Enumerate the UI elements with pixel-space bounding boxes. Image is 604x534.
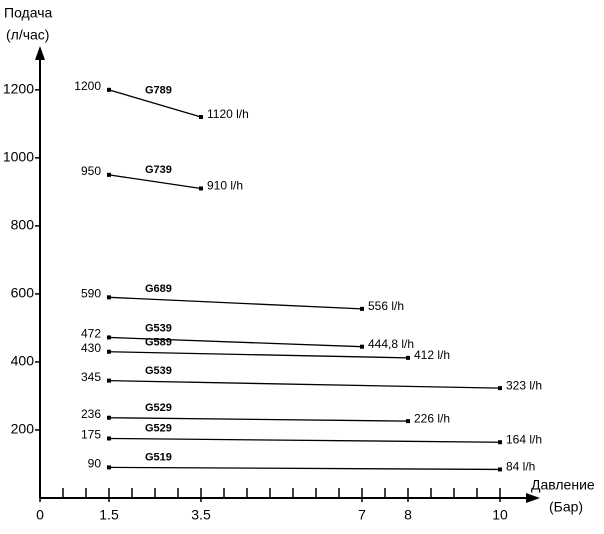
start-label: 950 <box>81 164 101 178</box>
end-label: 84 l/h <box>506 460 535 474</box>
y-tick-label: 600 <box>11 285 35 301</box>
y-axis-arrow <box>35 46 45 60</box>
point <box>107 415 111 420</box>
series-name: G589 <box>145 336 172 348</box>
start-label: 472 <box>81 327 101 341</box>
start-label: 236 <box>81 407 101 421</box>
series-name: G689 <box>145 283 172 295</box>
point <box>107 335 111 340</box>
series-line <box>108 417 409 422</box>
point <box>498 440 502 445</box>
series-line <box>108 437 501 443</box>
point <box>107 349 111 354</box>
y-tick-label: 800 <box>11 217 35 233</box>
x-tick-label: 3.5 <box>191 507 211 523</box>
start-label: 1200 <box>74 79 101 93</box>
x-tick-label: 1.5 <box>99 507 119 523</box>
point <box>199 115 203 120</box>
end-label: 226 l/h <box>414 411 450 425</box>
point <box>199 186 203 191</box>
series-name: G539 <box>145 323 172 335</box>
end-label: 444,8 l/h <box>368 337 414 351</box>
point <box>107 378 111 383</box>
end-label: 412 l/h <box>414 348 450 362</box>
point <box>498 467 502 472</box>
start-label: 345 <box>81 370 101 384</box>
series-name: G529 <box>145 402 172 414</box>
point <box>360 344 364 349</box>
x-tick-label: 8 <box>404 507 412 523</box>
point <box>107 295 111 300</box>
y-tick-label: 1000 <box>3 149 34 165</box>
x-axis-arrow <box>526 493 540 503</box>
series-name: G539 <box>145 365 172 377</box>
series-name: G519 <box>145 451 172 463</box>
end-label: 1120 l/h <box>207 107 249 121</box>
series-line <box>108 336 363 348</box>
x-axis-title: Давление <box>531 477 595 493</box>
series-line <box>108 351 409 359</box>
end-label: 910 l/h <box>207 179 243 193</box>
series-name: G529 <box>145 423 172 435</box>
x-tick-label: 7 <box>358 507 366 523</box>
y-axis-title: Подача <box>4 5 52 21</box>
series-line <box>108 466 501 471</box>
y-tick-label: 400 <box>11 353 35 369</box>
series-name: G739 <box>145 164 172 176</box>
start-label: 175 <box>81 428 101 442</box>
x-tick-label: 10 <box>492 507 508 523</box>
x-axis-title: (Бар) <box>549 499 583 515</box>
start-label: 590 <box>81 286 101 300</box>
y-tick-label: 1200 <box>3 81 34 97</box>
series-line <box>108 296 363 310</box>
point <box>498 386 502 391</box>
series-line <box>108 174 202 190</box>
point <box>406 419 410 424</box>
point <box>107 87 111 92</box>
point <box>107 436 111 441</box>
y-tick-label: 200 <box>11 421 35 437</box>
point <box>360 306 364 311</box>
series-line <box>108 379 501 389</box>
x-tick-label: 0 <box>36 507 44 523</box>
point <box>406 355 410 360</box>
end-label: 323 l/h <box>506 378 542 392</box>
point <box>107 172 111 177</box>
end-label: 164 l/h <box>506 432 542 446</box>
start-label: 90 <box>88 457 102 471</box>
start-label: 430 <box>81 341 101 355</box>
end-label: 556 l/h <box>368 299 404 313</box>
point <box>107 465 111 470</box>
y-axis-title: (л/час) <box>6 27 49 43</box>
series-line <box>108 89 202 118</box>
series-name: G789 <box>145 84 172 96</box>
